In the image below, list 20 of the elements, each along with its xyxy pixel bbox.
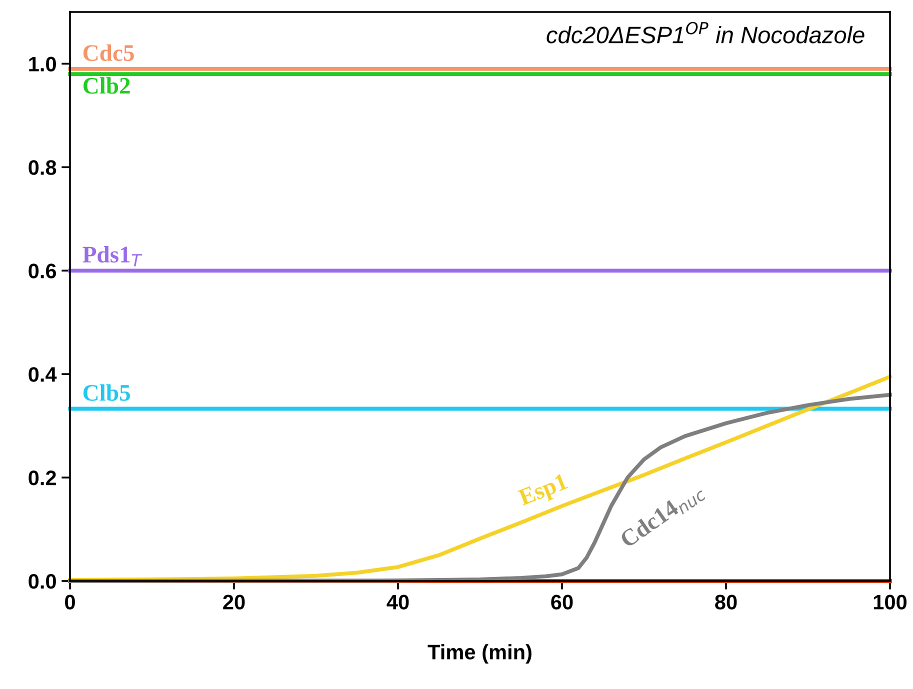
x-tick-label: 40 bbox=[386, 594, 409, 610]
x-tick-label: 0 bbox=[65, 594, 75, 610]
series-label: Pds1$_{T}$ bbox=[82, 246, 142, 266]
chart-title: cdc20ΔESP1$^{OP}$ in Nocodazole bbox=[546, 22, 864, 44]
text: Cdc14$_{nuc}$ bbox=[618, 481, 707, 552]
series-label: Cdc5 bbox=[83, 44, 134, 61]
x-tick-label: 60 bbox=[551, 594, 573, 610]
y-tick-label: 0.8 bbox=[28, 160, 56, 175]
text: Esp1 bbox=[517, 473, 570, 510]
y-tick-label: 0.0 bbox=[28, 574, 56, 589]
x-tick-label: 20 bbox=[223, 594, 245, 610]
y-tick-label: 1.0 bbox=[29, 56, 56, 72]
series-label: Clb5 bbox=[83, 384, 130, 401]
x-axis-title: Time (min) bbox=[428, 644, 532, 664]
y-tick-label: 0.6 bbox=[28, 264, 56, 278]
x-tick-label: 100 bbox=[874, 594, 907, 610]
y-tick-label: 0.4 bbox=[28, 367, 57, 382]
x-tick-label: 80 bbox=[715, 594, 737, 610]
y-tick-label: 0.2 bbox=[28, 470, 56, 486]
series-label: Clb2 bbox=[83, 77, 130, 94]
